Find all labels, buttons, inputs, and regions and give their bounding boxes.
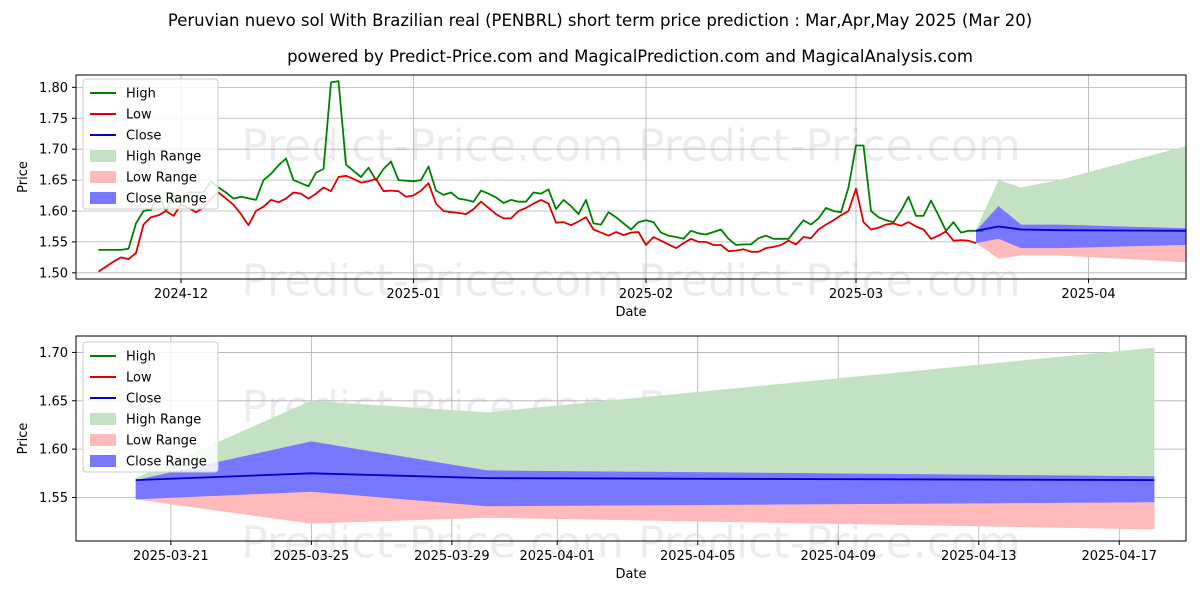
x-tick-label: 2025-01 — [386, 287, 440, 302]
x-tick-label: 2025-04-09 — [800, 549, 876, 564]
legend: High Low Close High Range Low Range Close Ran… — [82, 341, 219, 473]
x-tick-label: 2025-02 — [619, 287, 673, 302]
low-range-band — [135, 483, 1155, 530]
y-axis-title: Price — [16, 423, 31, 455]
plot-frame — [75, 335, 1187, 542]
x-tick-label: 2025-04-17 — [1081, 549, 1157, 564]
y-tick-label: 1.60 — [39, 205, 68, 220]
legend-swatch-low-range — [90, 434, 116, 446]
legend-label-close: Close — [126, 129, 161, 144]
y-axis-title: Price — [16, 161, 31, 193]
legend-label-low-range: Low Range — [126, 434, 197, 449]
x-tick-label: 2025-03-21 — [133, 549, 209, 564]
y-tick-label: 1.50 — [39, 266, 68, 281]
x-tick-label: 2025-04-05 — [660, 549, 736, 564]
legend-label-low-range: Low Range — [126, 171, 197, 186]
legend-box — [82, 78, 219, 210]
close-range-band — [976, 206, 1186, 249]
low-series-line — [98, 174, 977, 273]
high-range-band — [976, 146, 1186, 231]
x-tick-label: 2025-04-13 — [941, 549, 1017, 564]
x-axis-title: Date — [615, 305, 646, 320]
forecast-panel: Predict-Price.com Predict-Price.comPredi… — [16, 335, 1187, 582]
legend-label-close-range: Close Range — [126, 192, 207, 207]
watermark-text: Predict-Price.com Predict-Price.com — [241, 255, 1020, 306]
y-tick-label: 1.80 — [39, 81, 68, 96]
legend-label-low: Low — [126, 371, 152, 386]
legend-label-high: High — [126, 350, 156, 365]
legend-label-low: Low — [126, 108, 152, 123]
y-tick-label: 1.55 — [39, 235, 68, 250]
x-tick-label: 2024-12 — [154, 287, 208, 302]
chart-title: Peruvian nuevo sol With Brazilian real (… — [168, 11, 1032, 30]
close-series-line — [975, 225, 1187, 232]
legend-swatch-close-range — [90, 455, 116, 467]
x-tick-label: 2025-04-01 — [519, 549, 595, 564]
y-tick-label: 1.65 — [39, 394, 68, 409]
y-tick-label: 1.70 — [39, 346, 68, 361]
watermark-text: Predict-Price.com Predict-Price.com — [241, 517, 1020, 568]
x-tick-label: 2025-03 — [829, 287, 883, 302]
legend-swatch-high-range — [90, 413, 116, 425]
y-tick-label: 1.75 — [39, 112, 68, 127]
legend-swatch-close-range — [90, 192, 116, 204]
x-axis-title: Date — [615, 567, 646, 582]
legend-label-close-range: Close Range — [126, 455, 207, 470]
legend-swatch-low-range — [90, 171, 116, 183]
history-panel: Predict-Price.com Predict-Price.com Predi… — [16, 74, 1187, 320]
legend-box — [82, 341, 219, 473]
legend-swatch-high-range — [90, 150, 116, 162]
close-range-band — [135, 441, 1155, 507]
y-tick-label: 1.70 — [39, 143, 68, 158]
high-range-band — [135, 347, 1155, 481]
y-tick-label: 1.60 — [39, 443, 68, 458]
y-tick-label: 1.65 — [39, 174, 68, 189]
chart-subtitle: powered by Predict-Price.com and Magical… — [287, 47, 973, 66]
high-series-line — [98, 80, 984, 251]
legend-label-high-range: High Range — [126, 413, 201, 428]
plot-frame — [75, 74, 1187, 280]
x-tick-label: 2025-04 — [1061, 287, 1115, 302]
legend: High Low Close High Range Low Range Close Ran… — [82, 78, 219, 210]
legend-label-close: Close — [126, 392, 161, 407]
x-tick-label: 2025-03-25 — [274, 549, 350, 564]
legend-label-high: High — [126, 87, 156, 102]
x-tick-label: 2025-03-29 — [414, 549, 490, 564]
watermark-text: Predict-Price.com Predict-Price.com — [241, 121, 1020, 172]
close-series-line — [135, 472, 1155, 482]
y-tick-label: 1.55 — [39, 491, 68, 506]
legend-label-high-range: High Range — [126, 150, 201, 165]
